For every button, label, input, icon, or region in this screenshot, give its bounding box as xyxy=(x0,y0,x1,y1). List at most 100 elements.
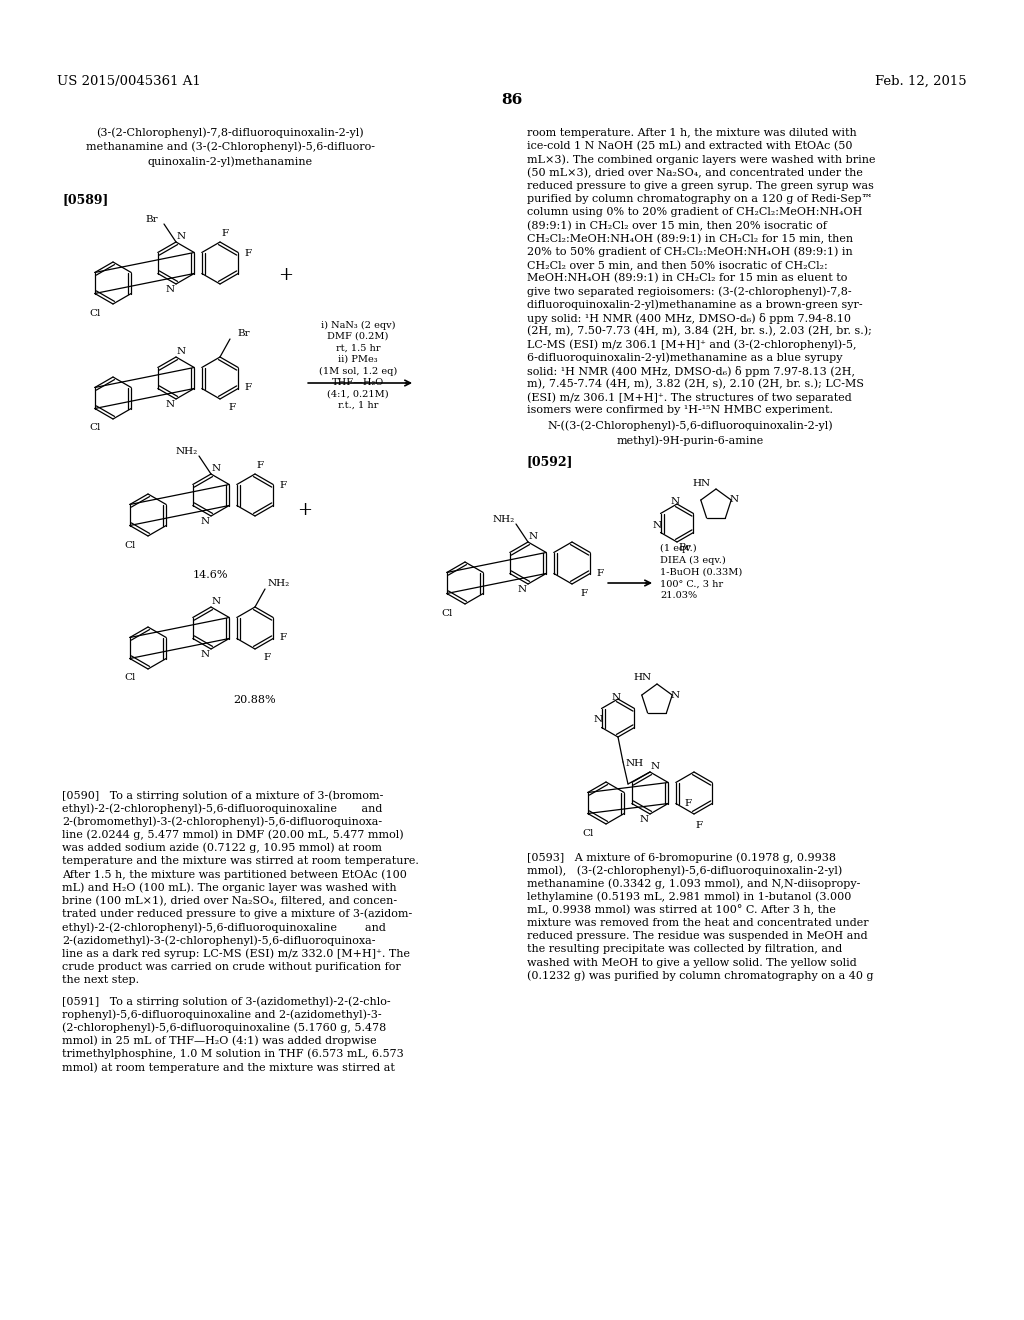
Text: N: N xyxy=(177,347,186,356)
Text: give two separated regioisomers: (3-(2-chlorophenyl)-7,8-: give two separated regioisomers: (3-(2-c… xyxy=(527,286,852,297)
Text: Br: Br xyxy=(238,330,250,338)
Text: N: N xyxy=(640,814,649,824)
Text: F: F xyxy=(245,248,252,257)
Text: THF—H₂O: THF—H₂O xyxy=(332,378,384,387)
Text: mL, 0.9938 mmol) was stirred at 100° C. After 3 h, the: mL, 0.9938 mmol) was stirred at 100° C. … xyxy=(527,904,836,916)
Text: F: F xyxy=(280,480,287,490)
Text: (2H, m), 7.50-7.73 (4H, m), 3.84 (2H, br. s.), 2.03 (2H, br. s.);: (2H, m), 7.50-7.73 (4H, m), 3.84 (2H, br… xyxy=(527,326,871,337)
Text: N: N xyxy=(201,649,210,659)
Text: Cl: Cl xyxy=(89,424,100,433)
Text: F: F xyxy=(256,461,263,470)
Text: was added sodium azide (0.7122 g, 10.95 mmol) at room: was added sodium azide (0.7122 g, 10.95 … xyxy=(62,842,382,853)
Text: methanamine (0.3342 g, 1.093 mmol), and N,N-diisopropy-: methanamine (0.3342 g, 1.093 mmol), and … xyxy=(527,878,860,888)
Text: [0591]   To a stirring solution of 3-(azidomethyl)-2-(2-chlo-: [0591] To a stirring solution of 3-(azid… xyxy=(62,997,390,1007)
Text: crude product was carried on crude without purification for: crude product was carried on crude witho… xyxy=(62,961,400,972)
Text: +: + xyxy=(279,267,294,284)
Text: N: N xyxy=(594,715,602,725)
Text: 2-(azidomethyl)-3-(2-chlorophenyl)-5,6-difluoroquinoxa-: 2-(azidomethyl)-3-(2-chlorophenyl)-5,6-d… xyxy=(62,935,376,945)
Text: 14.6%: 14.6% xyxy=(193,570,227,579)
Text: LC-MS (ESI) m/z 306.1 [M+H]⁺ and (3-(2-chlorophenyl)-5,: LC-MS (ESI) m/z 306.1 [M+H]⁺ and (3-(2-c… xyxy=(527,339,856,350)
Text: washed with MeOH to give a yellow solid. The yellow solid: washed with MeOH to give a yellow solid.… xyxy=(527,957,857,968)
Text: CH₂Cl₂:MeOH:NH₄OH (89:9:1) in CH₂Cl₂ for 15 min, then: CH₂Cl₂:MeOH:NH₄OH (89:9:1) in CH₂Cl₂ for… xyxy=(527,234,853,244)
Text: DMF (0.2M): DMF (0.2M) xyxy=(328,333,389,341)
Text: F: F xyxy=(684,799,691,808)
Text: N: N xyxy=(529,532,539,541)
Text: line (2.0244 g, 5.477 mmol) in DMF (20.00 mL, 5.477 mmol): line (2.0244 g, 5.477 mmol) in DMF (20.0… xyxy=(62,829,403,840)
Text: N: N xyxy=(212,597,221,606)
Text: Cl: Cl xyxy=(583,829,594,837)
Text: [0590]   To a stirring solution of a mixture of 3-(bromom-: [0590] To a stirring solution of a mixtu… xyxy=(62,789,383,800)
Text: r.t., 1 hr: r.t., 1 hr xyxy=(338,401,378,411)
Text: reduced pressure. The residue was suspended in MeOH and: reduced pressure. The residue was suspen… xyxy=(527,931,867,941)
Text: mL) and H₂O (100 mL). The organic layer was washed with: mL) and H₂O (100 mL). The organic layer … xyxy=(62,882,396,892)
Text: N: N xyxy=(671,690,680,700)
Text: ethyl)-2-(2-chlorophenyl)-5,6-difluoroquinoxaline       and: ethyl)-2-(2-chlorophenyl)-5,6-difluoroqu… xyxy=(62,803,382,813)
Text: 20.88%: 20.88% xyxy=(233,696,276,705)
Text: NH: NH xyxy=(626,759,644,768)
Text: trated under reduced pressure to give a mixture of 3-(azidom-: trated under reduced pressure to give a … xyxy=(62,908,413,919)
Text: solid: ¹H NMR (400 MHz, DMSO-d₆) δ ppm 7.97-8.13 (2H,: solid: ¹H NMR (400 MHz, DMSO-d₆) δ ppm 7… xyxy=(527,366,855,376)
Text: F: F xyxy=(695,821,702,830)
Text: N: N xyxy=(729,495,738,504)
Text: lethylamine (0.5193 mL, 2.981 mmol) in 1-butanol (3.000: lethylamine (0.5193 mL, 2.981 mmol) in 1… xyxy=(527,891,851,902)
Text: mixture was removed from the heat and concentrated under: mixture was removed from the heat and co… xyxy=(527,917,868,928)
Text: room temperature. After 1 h, the mixture was diluted with: room temperature. After 1 h, the mixture… xyxy=(527,128,857,139)
Text: HN: HN xyxy=(634,673,652,682)
Text: F: F xyxy=(221,228,228,238)
Text: NH₂: NH₂ xyxy=(493,515,515,524)
Text: N: N xyxy=(212,465,221,473)
Text: (89:9:1) in CH₂Cl₂ over 15 min, then 20% isocratic of: (89:9:1) in CH₂Cl₂ over 15 min, then 20%… xyxy=(527,220,826,231)
Text: the resulting precipitate was collected by filtration, and: the resulting precipitate was collected … xyxy=(527,944,843,954)
Text: mmol),   (3-(2-chlorophenyl)-5,6-difluoroquinoxalin-2-yl): mmol), (3-(2-chlorophenyl)-5,6-difluoroq… xyxy=(527,865,843,875)
Text: F: F xyxy=(245,384,252,392)
Text: F: F xyxy=(263,653,270,663)
Text: 6-difluoroquinoxalin-2-yl)methanamine as a blue syrupy: 6-difluoroquinoxalin-2-yl)methanamine as… xyxy=(527,352,843,363)
Text: DIEA (3 eqv.): DIEA (3 eqv.) xyxy=(660,556,726,565)
Text: purified by column chromatography on a 120 g of Redi-Sep™: purified by column chromatography on a 1… xyxy=(527,194,872,205)
Text: F: F xyxy=(596,569,603,578)
Text: (1M sol, 1.2 eq): (1M sol, 1.2 eq) xyxy=(318,367,397,376)
Text: Cl: Cl xyxy=(89,309,100,318)
Text: [0589]: [0589] xyxy=(62,193,109,206)
Text: NH₂: NH₂ xyxy=(268,579,290,589)
Text: ethyl)-2-(2-chlorophenyl)-5,6-difluoroquinoxaline        and: ethyl)-2-(2-chlorophenyl)-5,6-difluoroqu… xyxy=(62,921,386,932)
Text: reduced pressure to give a green syrup. The green syrup was: reduced pressure to give a green syrup. … xyxy=(527,181,873,191)
Text: (4:1, 0.21M): (4:1, 0.21M) xyxy=(328,389,389,399)
Text: N: N xyxy=(518,585,527,594)
Text: 100° C., 3 hr: 100° C., 3 hr xyxy=(660,579,723,589)
Text: 20% to 50% gradient of CH₂Cl₂:MeOH:NH₄OH (89:9:1) in: 20% to 50% gradient of CH₂Cl₂:MeOH:NH₄OH… xyxy=(527,247,853,257)
Text: brine (100 mL×1), dried over Na₂SO₄, filtered, and concen-: brine (100 mL×1), dried over Na₂SO₄, fil… xyxy=(62,895,397,906)
Text: US 2015/0045361 A1: US 2015/0045361 A1 xyxy=(57,75,201,88)
Text: CH₂Cl₂ over 5 min, and then 50% isocratic of CH₂Cl₂:: CH₂Cl₂ over 5 min, and then 50% isocrati… xyxy=(527,260,827,271)
Text: F: F xyxy=(228,404,236,412)
Text: N: N xyxy=(652,520,662,529)
Text: m), 7.45-7.74 (4H, m), 3.82 (2H, s), 2.10 (2H, br. s.); LC-MS: m), 7.45-7.74 (4H, m), 3.82 (2H, s), 2.1… xyxy=(527,379,864,389)
Text: upy solid: ¹H NMR (400 MHz, DMSO-d₆) δ ppm 7.94-8.10: upy solid: ¹H NMR (400 MHz, DMSO-d₆) δ p… xyxy=(527,313,851,323)
Text: 2-(bromomethyl)-3-(2-chlorophenyl)-5,6-difluoroquinoxa-: 2-(bromomethyl)-3-(2-chlorophenyl)-5,6-d… xyxy=(62,816,382,826)
Text: 1-BuOH (0.33M): 1-BuOH (0.33M) xyxy=(660,568,742,577)
Text: the next step.: the next step. xyxy=(62,974,139,985)
Text: N: N xyxy=(611,693,621,701)
Text: +: + xyxy=(298,502,312,519)
Text: ii) PMe₃: ii) PMe₃ xyxy=(338,355,378,364)
Text: rophenyl)-5,6-difluoroquinoxaline and 2-(azidomethyl)-3-: rophenyl)-5,6-difluoroquinoxaline and 2-… xyxy=(62,1010,382,1020)
Text: line as a dark red syrup: LC-MS (ESI) m/z 332.0 [M+H]⁺. The: line as a dark red syrup: LC-MS (ESI) m/… xyxy=(62,948,410,958)
Text: rt, 1.5 hr: rt, 1.5 hr xyxy=(336,343,380,352)
Text: mL×3). The combined organic layers were washed with brine: mL×3). The combined organic layers were … xyxy=(527,154,876,165)
Text: N: N xyxy=(166,400,175,409)
Text: 86: 86 xyxy=(502,92,522,107)
Text: Br: Br xyxy=(145,214,159,223)
Text: methyl)-9H-purin-6-amine: methyl)-9H-purin-6-amine xyxy=(616,436,764,446)
Text: (1 eqv.): (1 eqv.) xyxy=(660,544,696,553)
Text: HN: HN xyxy=(693,479,711,487)
Text: [0593]   A mixture of 6-bromopurine (0.1978 g, 0.9938: [0593] A mixture of 6-bromopurine (0.197… xyxy=(527,851,836,862)
Text: NH₂: NH₂ xyxy=(176,446,198,455)
Text: N: N xyxy=(201,517,210,525)
Text: N: N xyxy=(177,232,186,242)
Text: mmol) in 25 mL of THF—H₂O (4:1) was added dropwise: mmol) in 25 mL of THF—H₂O (4:1) was adde… xyxy=(62,1036,377,1047)
Text: N: N xyxy=(671,498,680,507)
Text: (3-(2-Chlorophenyl)-7,8-difluoroquinoxalin-2-yl)
methanamine and (3-(2-Chlorophe: (3-(2-Chlorophenyl)-7,8-difluoroquinoxal… xyxy=(85,127,375,168)
Text: (0.1232 g) was purified by column chromatography on a 40 g: (0.1232 g) was purified by column chroma… xyxy=(527,970,873,981)
Text: column using 0% to 20% gradient of CH₂Cl₂:MeOH:NH₄OH: column using 0% to 20% gradient of CH₂Cl… xyxy=(527,207,862,218)
Text: i) NaN₃ (2 eqv): i) NaN₃ (2 eqv) xyxy=(321,321,395,330)
